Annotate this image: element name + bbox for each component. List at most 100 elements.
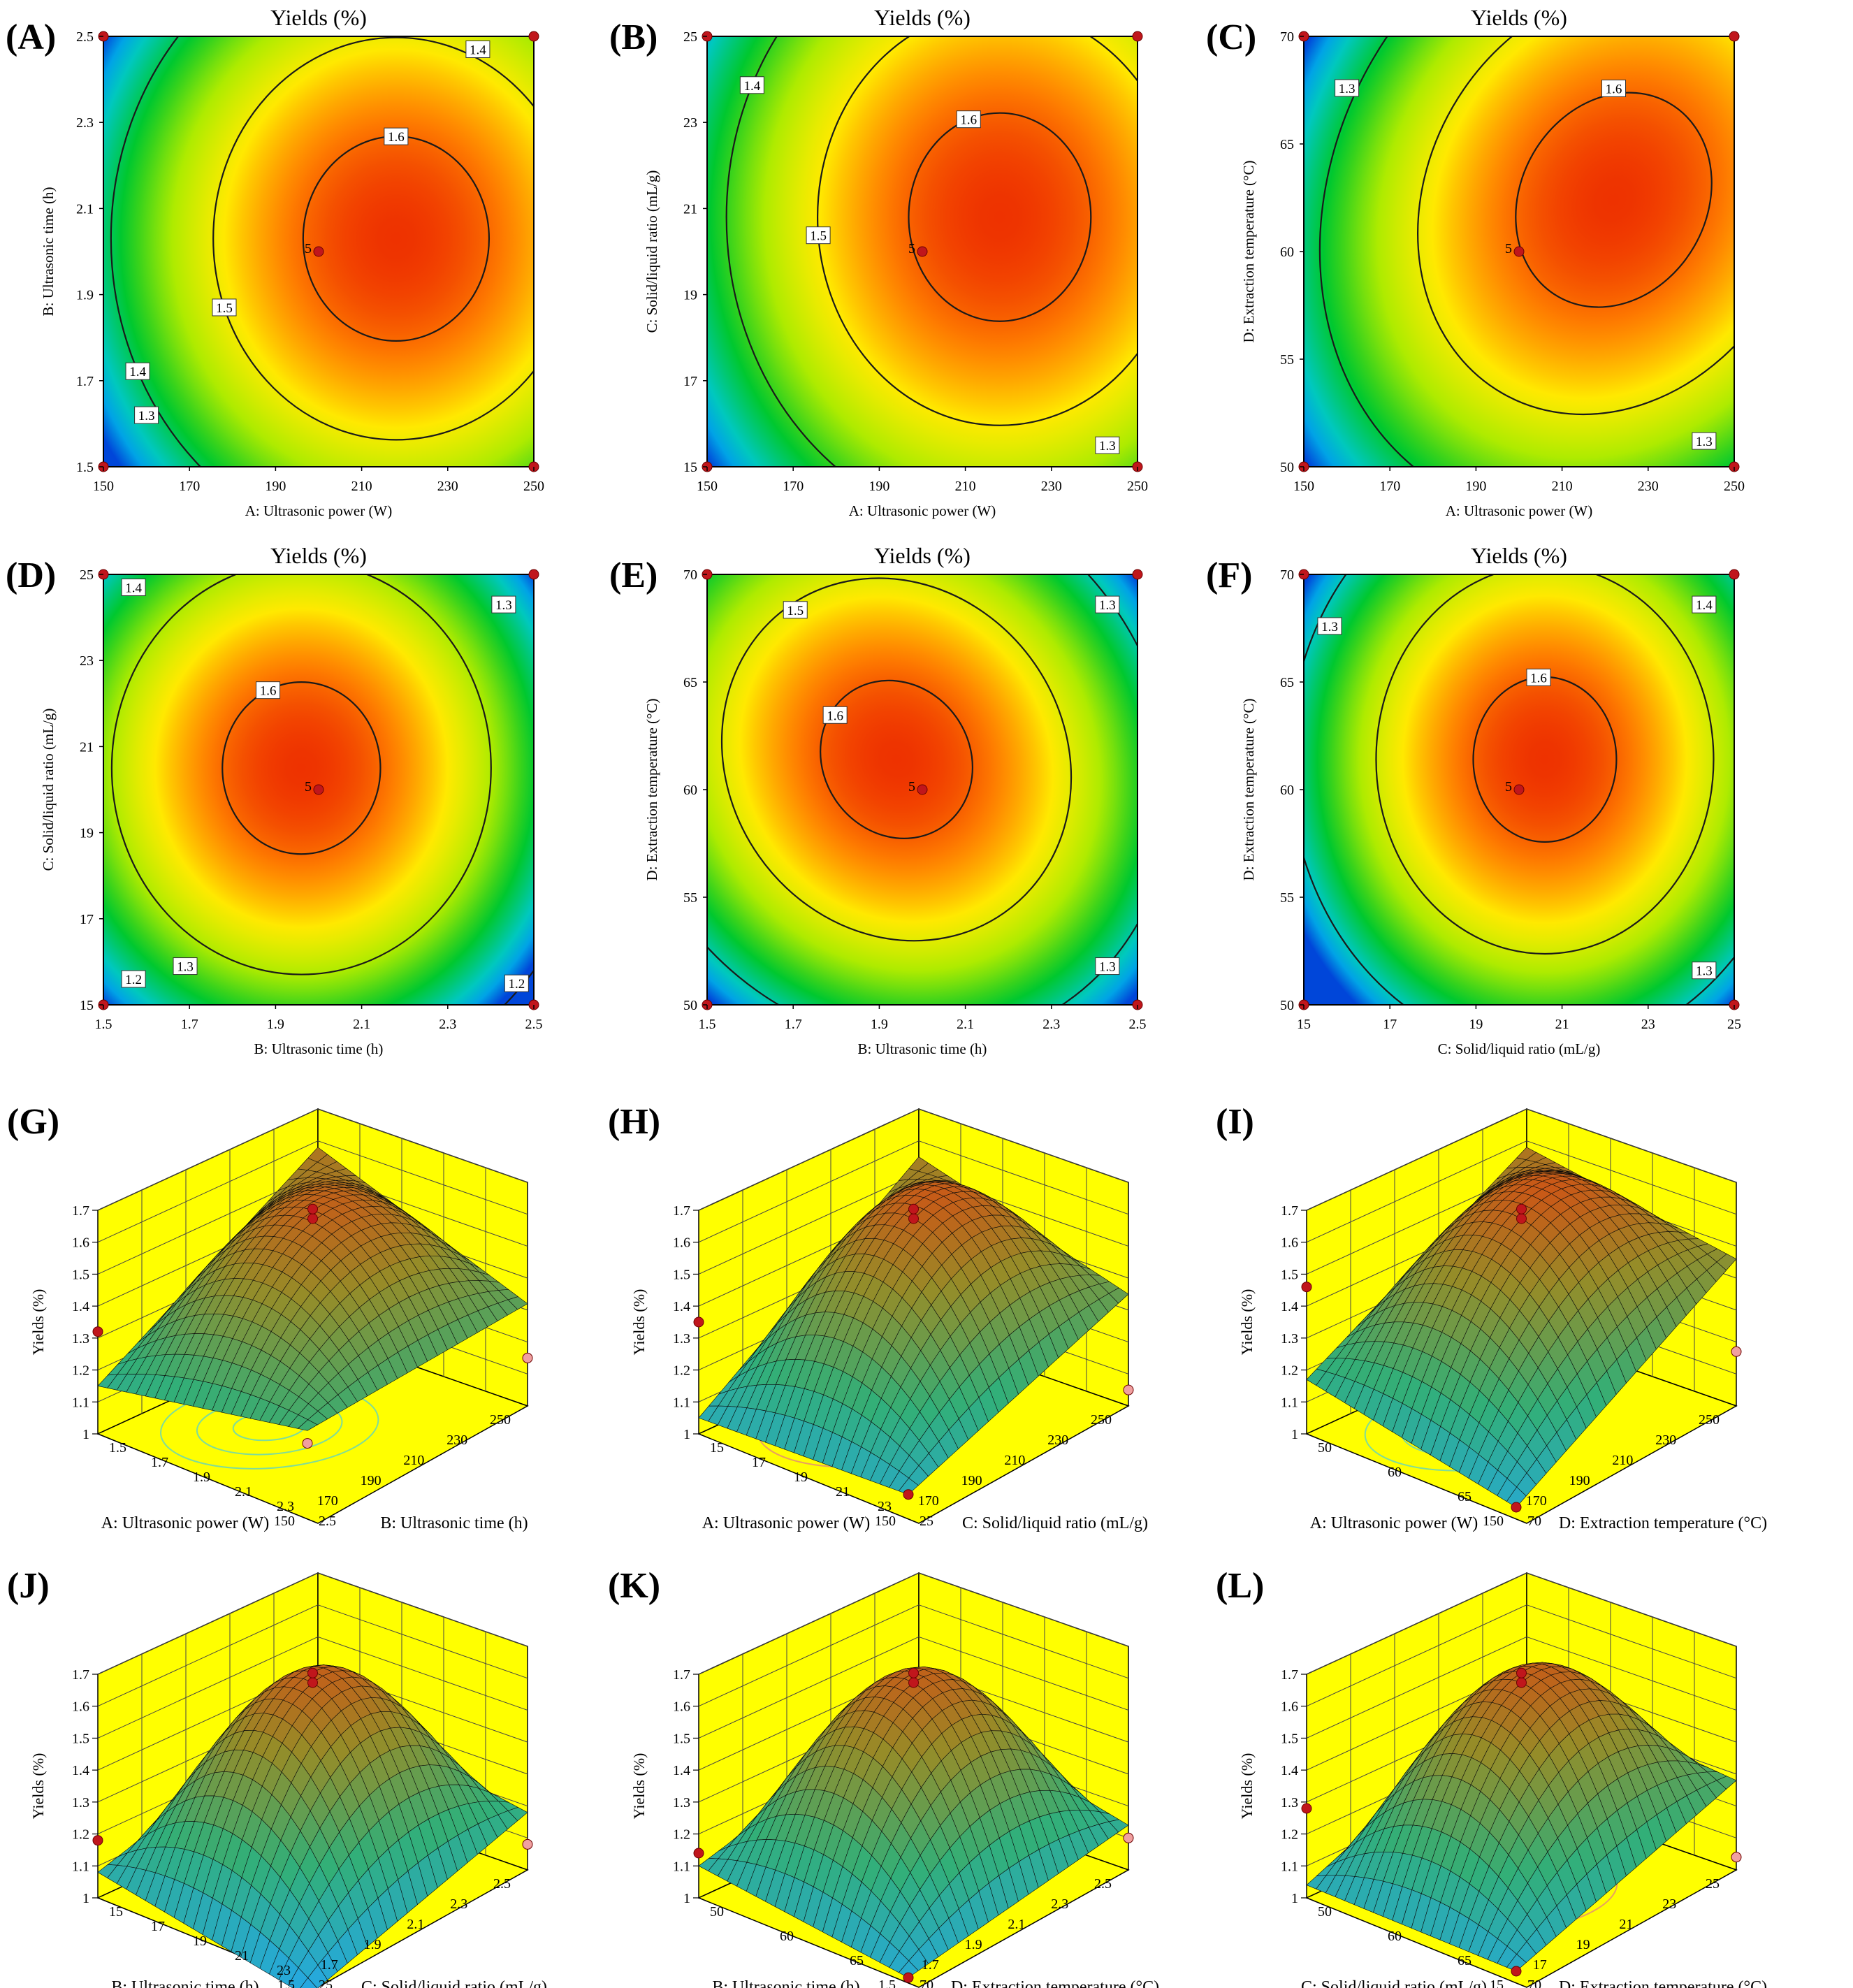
svg-text:1.3: 1.3 bbox=[1696, 964, 1713, 979]
contour-panel-d: 1.6 1.4 1.3 1.3 1.2 1.2 5 1.5 1.7 1.9 2.1 2.3 2.5 15 1… bbox=[6, 543, 543, 1057]
z-tick-label: 1.1 bbox=[72, 1395, 89, 1410]
y-axis-label: C: Solid/liquid ratio (mL/g) bbox=[644, 170, 660, 333]
x-tick-label: 1.5 bbox=[95, 1017, 112, 1032]
svg-text:1.4: 1.4 bbox=[129, 365, 146, 379]
z-tick-label: 1.7 bbox=[72, 1667, 89, 1683]
response-surface bbox=[698, 1667, 1129, 1978]
y-tick-label: 70 bbox=[920, 1978, 933, 1988]
z-tick-label: 1.4 bbox=[1281, 1763, 1298, 1778]
y-axis-label: D: Extraction temperature (°C) bbox=[951, 1978, 1159, 1988]
design-point bbox=[1301, 1282, 1312, 1293]
x-tick-label: 170 bbox=[179, 479, 200, 494]
x-tick-label: 210 bbox=[1612, 1453, 1633, 1468]
contour-label: 1.6 bbox=[956, 110, 981, 129]
svg-text:1.6: 1.6 bbox=[827, 709, 843, 723]
design-point bbox=[92, 1326, 103, 1337]
x-tick-label: 170 bbox=[1526, 1493, 1547, 1509]
x-tick-label: 170 bbox=[783, 479, 804, 494]
design-point bbox=[307, 1667, 318, 1678]
y-tick-label: 2.3 bbox=[277, 1499, 294, 1514]
response-surface bbox=[97, 1147, 528, 1431]
x-tick-label: 190 bbox=[961, 1473, 982, 1488]
design-point bbox=[1516, 1203, 1527, 1214]
z-tick-label: 1.2 bbox=[72, 1827, 89, 1843]
contour-panel-e: 1.6 1.5 1.3 1.3 5 1.5 1.7 1.9 2.1 2.3 2.5 50 55 60 65 7… bbox=[609, 543, 1147, 1057]
center-point-count: 5 bbox=[908, 779, 915, 795]
x-tick-label: 2.1 bbox=[1008, 1917, 1025, 1932]
plot-frame bbox=[103, 36, 535, 467]
y-axis-label: D: Extraction temperature (°C) bbox=[1240, 699, 1257, 881]
y-tick-label: 50 bbox=[1318, 1440, 1332, 1456]
x-tick-label: 250 bbox=[523, 479, 544, 494]
y-tick-label: 23 bbox=[683, 115, 697, 131]
x-axis-label: A: Ultrasonic power (W) bbox=[849, 502, 996, 519]
y-axis-label: D: Extraction temperature (°C) bbox=[644, 699, 660, 881]
center-point-count: 5 bbox=[908, 241, 915, 256]
z-axis-label: Yields (%) bbox=[29, 1289, 47, 1356]
svg-text:1.3: 1.3 bbox=[1099, 439, 1116, 454]
panel-label: (B) bbox=[609, 17, 657, 57]
y-tick-label: 55 bbox=[683, 890, 697, 906]
z-tick-label: 1.5 bbox=[72, 1267, 89, 1282]
contour-label: 1.6 bbox=[1526, 668, 1551, 686]
z-tick-label: 1 bbox=[82, 1891, 89, 1906]
x-tick-label: 25 bbox=[1706, 1876, 1720, 1892]
x-tick-label: 170 bbox=[918, 1493, 939, 1509]
surface-panel-j: 1 1.1 1.2 1.3 1.4 1.5 1.6 1.7 Yields (%) 1.5 1.7 1.… bbox=[7, 1566, 547, 1988]
x-tick-label: 210 bbox=[351, 479, 372, 494]
center-point-count: 5 bbox=[305, 241, 312, 256]
surface-panel-l: 1 1.1 1.2 1.3 1.4 1.5 1.6 1.7 Yields (%) 15 17 19 21… bbox=[1216, 1566, 1767, 1988]
z-tick-label: 1 bbox=[1291, 1891, 1298, 1906]
y-tick-label: 55 bbox=[1280, 352, 1294, 368]
svg-text:1.3: 1.3 bbox=[138, 409, 155, 423]
design-point bbox=[528, 31, 539, 42]
y-tick-label: 50 bbox=[710, 1904, 724, 1920]
y-axis-label: D: Extraction temperature (°C) bbox=[1240, 161, 1257, 343]
x-tick-label: 17 bbox=[1533, 1957, 1547, 1973]
z-tick-label: 1.2 bbox=[1281, 1827, 1298, 1843]
x-tick-label: 210 bbox=[955, 479, 976, 494]
y-tick-label: 55 bbox=[1280, 890, 1294, 906]
x-tick-label: 2.5 bbox=[525, 1017, 543, 1032]
x-tick-label: 190 bbox=[1465, 479, 1486, 494]
chart-title: Yields (%) bbox=[270, 5, 367, 30]
svg-text:1.3: 1.3 bbox=[1099, 598, 1116, 613]
contour-label: 1.4 bbox=[1692, 595, 1717, 614]
x-tick-label: 1.5 bbox=[878, 1978, 896, 1988]
x-axis-label: B: Ultrasonic time (h) bbox=[712, 1978, 859, 1988]
y-tick-label: 15 bbox=[683, 460, 697, 475]
design-point bbox=[302, 1438, 313, 1449]
design-point bbox=[1731, 1852, 1742, 1863]
y-tick-label: 65 bbox=[1280, 675, 1294, 690]
y-tick-label: 60 bbox=[1388, 1929, 1402, 1944]
x-tick-label: 2.5 bbox=[493, 1876, 511, 1892]
response-surface bbox=[1306, 1147, 1737, 1508]
svg-text:1.4: 1.4 bbox=[743, 79, 760, 94]
y-tick-label: 65 bbox=[1458, 1489, 1472, 1504]
contour-panel-c: 1.6 1.3 1.3 5 150 170 190 210 230 250 50 55 60 65 70 Yi… bbox=[1206, 5, 1745, 519]
z-tick-label: 1.4 bbox=[72, 1299, 89, 1314]
x-tick-label: 230 bbox=[437, 479, 458, 494]
design-point bbox=[307, 1677, 318, 1688]
response-surface bbox=[1306, 1662, 1737, 1972]
x-tick-label: 1.7 bbox=[785, 1017, 802, 1032]
y-tick-label: 19 bbox=[794, 1470, 808, 1485]
y-axis-label: C: Solid/liquid ratio (mL/g) bbox=[962, 1514, 1148, 1532]
x-axis-label: B: Ultrasonic time (h) bbox=[111, 1978, 259, 1988]
z-tick-label: 1.5 bbox=[1281, 1731, 1298, 1746]
plot-frame bbox=[103, 574, 535, 1006]
y-tick-label: 65 bbox=[1458, 1953, 1472, 1968]
contour-line-1-6 bbox=[221, 681, 382, 855]
x-tick-label: 230 bbox=[1655, 1432, 1676, 1448]
z-tick-label: 1.5 bbox=[1281, 1267, 1298, 1282]
center-point bbox=[1513, 784, 1525, 795]
z-tick-label: 1.6 bbox=[1281, 1235, 1298, 1251]
x-tick-label: 25 bbox=[1727, 1017, 1741, 1032]
x-tick-label: 1.9 bbox=[871, 1017, 888, 1032]
svg-text:1.5: 1.5 bbox=[787, 604, 804, 618]
z-tick-label: 1.6 bbox=[72, 1699, 89, 1715]
z-tick-label: 1.2 bbox=[72, 1363, 89, 1379]
x-tick-label: 230 bbox=[1638, 479, 1659, 494]
svg-text:1.3: 1.3 bbox=[1321, 620, 1338, 634]
contour-label: 1.5 bbox=[212, 298, 237, 317]
